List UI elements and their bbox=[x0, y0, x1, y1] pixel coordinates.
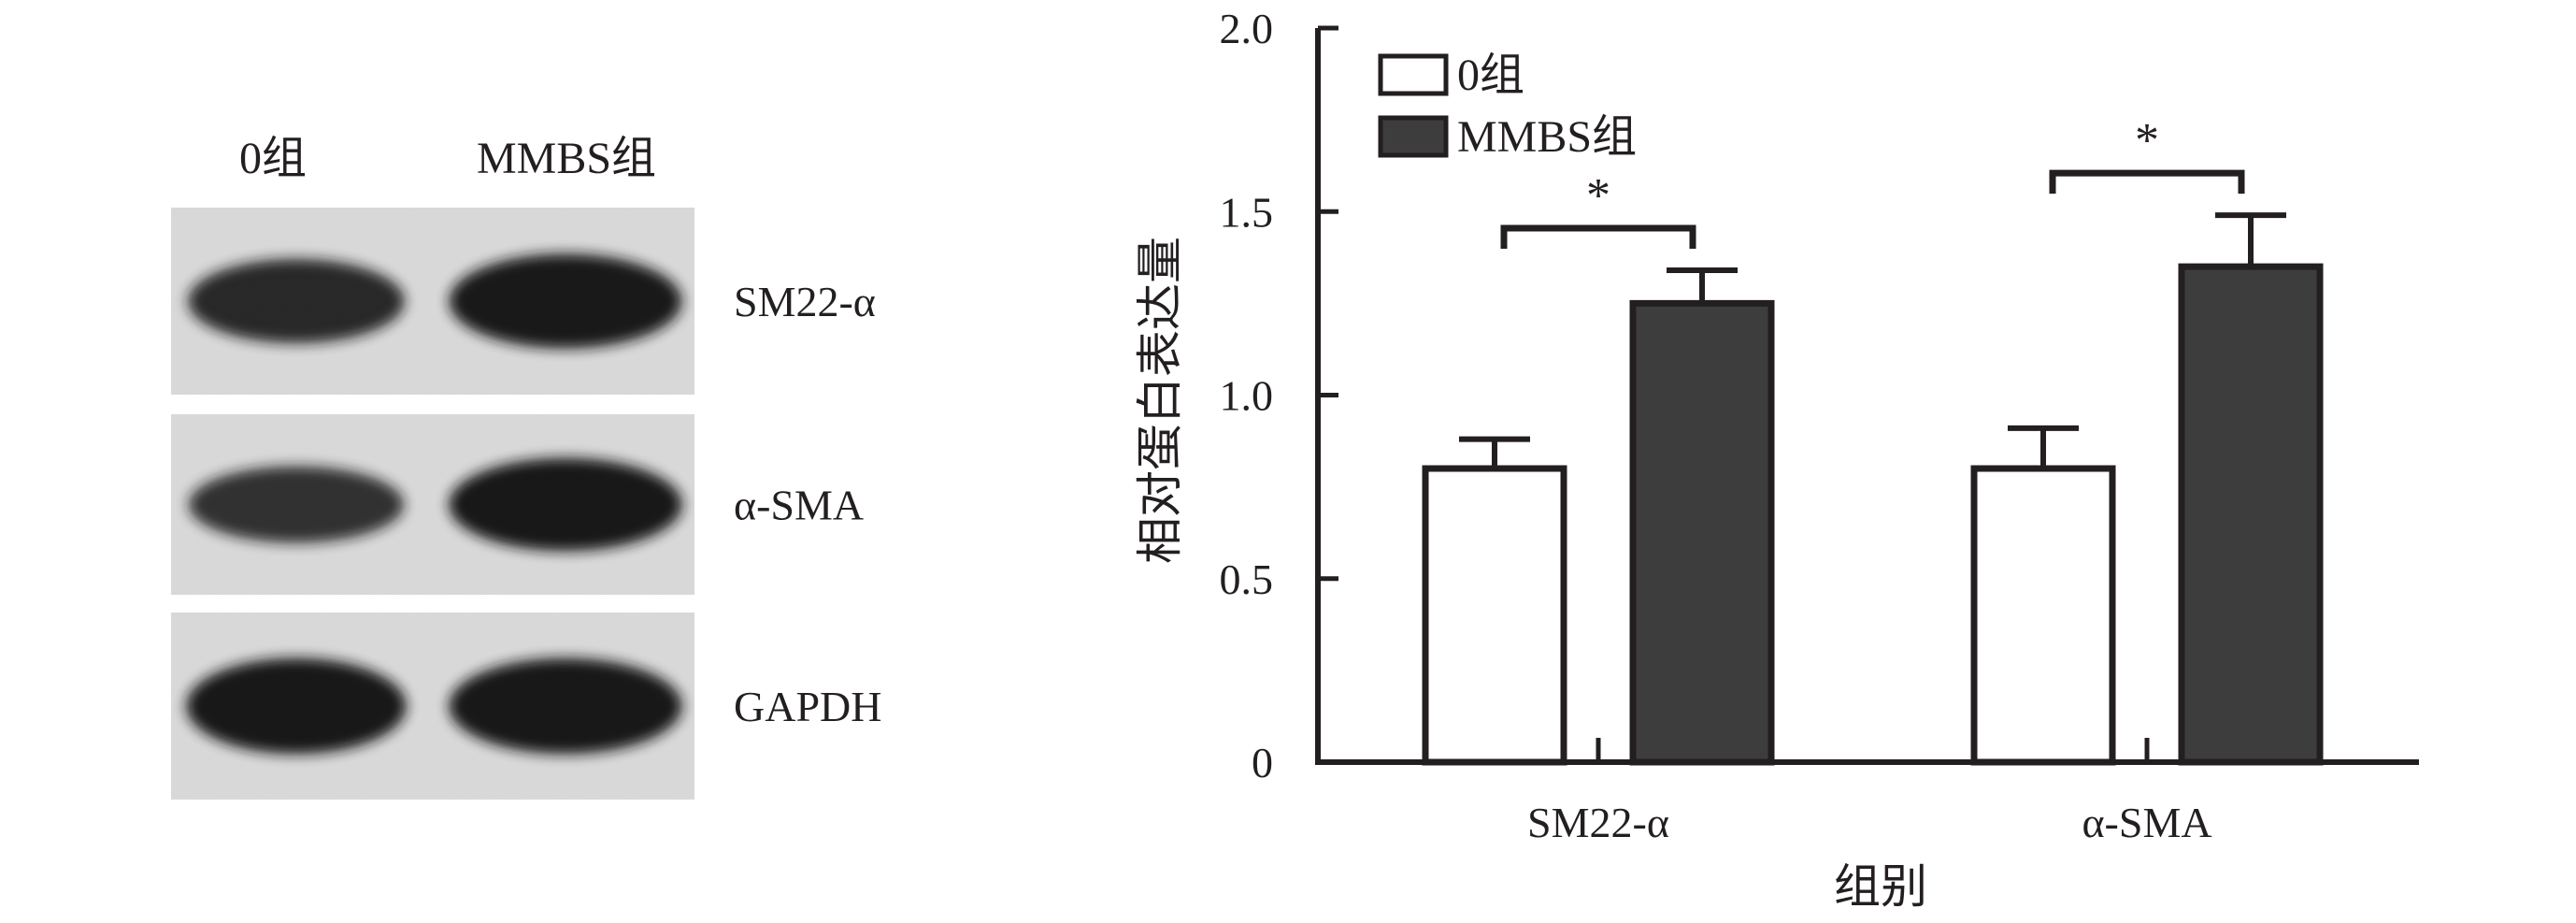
blot-row-label: α-SMA bbox=[734, 482, 864, 529]
blot-row: SM22-α bbox=[171, 208, 876, 395]
western-blot: 0组 MMBS组 SM22-α α-SMA GAPDH bbox=[171, 134, 881, 800]
y-tick-label: 0.5 bbox=[1220, 555, 1274, 603]
bar bbox=[2178, 263, 2324, 766]
bar bbox=[1422, 465, 1567, 766]
legend-swatch bbox=[1378, 115, 1449, 158]
y-tick-label: 1.5 bbox=[1220, 188, 1274, 236]
x-tick-label: α-SMA bbox=[2082, 799, 2211, 846]
significance-label: * bbox=[1586, 169, 1610, 223]
legend-label: 0组 bbox=[1457, 50, 1524, 100]
x-axis-title: 组别 bbox=[1834, 860, 1927, 913]
blot-band bbox=[449, 457, 682, 552]
legend-item: MMBS组 bbox=[1378, 112, 1637, 162]
legend-label: MMBS组 bbox=[1457, 112, 1637, 162]
lane-label-mmbs: MMBS组 bbox=[477, 134, 656, 183]
significance-bracket bbox=[1500, 224, 1696, 250]
y-tick-label: 2.0 bbox=[1220, 5, 1274, 52]
legend-item: 0组 bbox=[1378, 50, 1524, 100]
y-axis-title: 相对蛋白表达量 bbox=[1134, 237, 1186, 564]
blot-band bbox=[449, 657, 682, 755]
blot-row: α-SMA bbox=[171, 414, 864, 595]
blot-row-label: SM22-α bbox=[734, 278, 876, 325]
blot-band bbox=[188, 258, 405, 344]
blot-band bbox=[449, 253, 682, 349]
chart-plot: 0 0.5 1.0 1.5 2.0 SM22-α α-SMA * * 0组 MMBS组 bbox=[1220, 5, 2419, 846]
lane-label-control: 0组 bbox=[239, 134, 307, 183]
blot-row-label: GAPDH bbox=[734, 683, 881, 730]
significance-label: * bbox=[2135, 114, 2159, 167]
y-tick-label: 1.0 bbox=[1220, 372, 1274, 420]
x-tick-label: SM22-α bbox=[1527, 799, 1669, 846]
blot-band bbox=[188, 466, 405, 543]
blot-rows: SM22-α α-SMA GAPDH bbox=[171, 208, 881, 800]
bar bbox=[1629, 299, 1775, 766]
blot-band bbox=[186, 657, 407, 755]
blot-row: GAPDH bbox=[171, 613, 881, 800]
bar-chart: 相对蛋白表达量 0 0.5 1.0 1.5 2.0 SM22-α α-SMA * * 0组 MMBS… bbox=[1134, 5, 2419, 913]
significance-bracket bbox=[2049, 169, 2245, 195]
bar bbox=[1970, 465, 2116, 766]
y-tick-label: 0 bbox=[1252, 739, 1273, 786]
legend-swatch bbox=[1378, 53, 1449, 96]
